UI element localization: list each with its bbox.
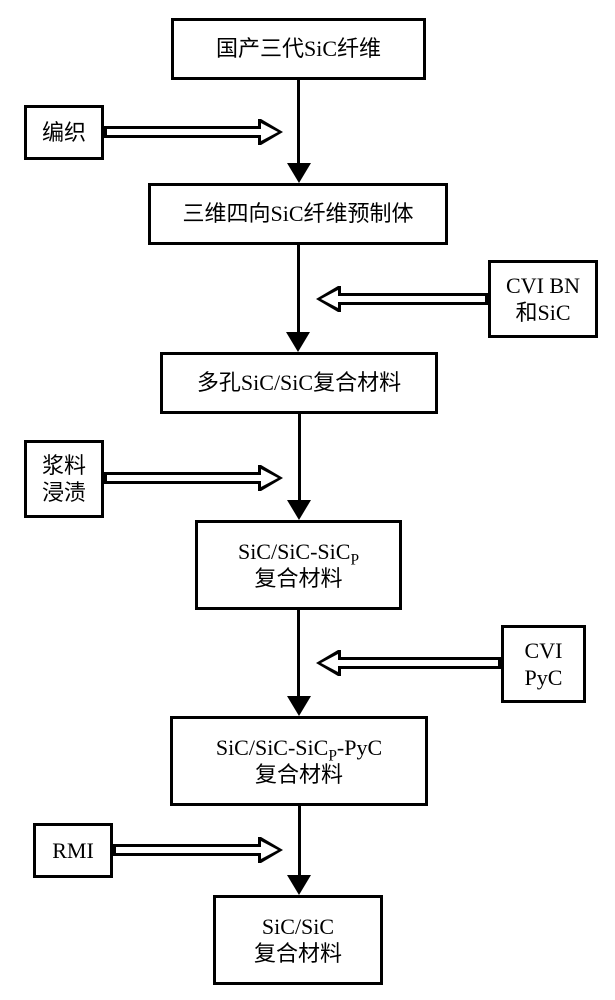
side-node-text: CVI xyxy=(525,637,563,665)
side-arrow-notch xyxy=(338,666,341,676)
side-arrow-notch xyxy=(258,837,261,847)
side-node-s2: CVI BN和SiC xyxy=(488,260,598,338)
arrow-down xyxy=(297,80,300,165)
arrow-down-head xyxy=(287,875,311,895)
arrow-down-head xyxy=(286,332,310,352)
side-arrow-notch xyxy=(258,481,261,491)
arrow-down-head xyxy=(287,500,311,520)
node-text: SiC/SiC-SiCP-PyC xyxy=(216,734,382,762)
side-arrow-notch xyxy=(338,650,341,660)
node-text: 复合材料 xyxy=(254,940,342,968)
arrow-down xyxy=(298,806,301,877)
flow-node-n1: 国产三代SiC纤维 xyxy=(171,18,426,80)
arrow-down-head xyxy=(287,163,311,183)
node-text: SiC/SiC xyxy=(262,913,334,941)
side-node-text: CVI BN xyxy=(506,272,580,300)
side-arrow-shaft xyxy=(104,472,261,484)
side-arrow-shaft xyxy=(104,126,261,138)
flow-node-n3: 多孔SiC/SiC复合材料 xyxy=(160,352,438,414)
arrow-down xyxy=(298,414,301,502)
side-arrow-shaft xyxy=(338,293,488,305)
side-arrow-shaft xyxy=(338,657,501,669)
side-arrow-shaft xyxy=(113,844,261,856)
side-node-s3: 浆料浸渍 xyxy=(24,440,104,518)
side-node-text: 浸渍 xyxy=(42,479,86,507)
flow-node-n6: SiC/SiC复合材料 xyxy=(213,895,383,985)
node-text: 复合材料 xyxy=(254,565,342,593)
side-arrow-notch xyxy=(258,465,261,475)
side-node-text: 和SiC xyxy=(515,299,570,327)
side-arrow-notch xyxy=(258,853,261,863)
side-node-s5: RMI xyxy=(33,823,113,878)
side-node-text: PyC xyxy=(525,664,563,692)
side-arrow-gap xyxy=(335,296,341,302)
side-node-s1: 编织 xyxy=(24,105,104,160)
side-arrow-gap xyxy=(258,129,264,135)
side-node-text: RMI xyxy=(52,837,94,865)
flowchart-canvas: 国产三代SiC纤维三维四向SiC纤维预制体多孔SiC/SiC复合材料 SiC/Si… xyxy=(0,0,615,1000)
node-text: 多孔SiC/SiC复合材料 xyxy=(197,369,401,397)
side-arrow-notch xyxy=(258,119,261,129)
node-text: 复合材料 xyxy=(255,761,343,789)
side-arrow-notch xyxy=(258,135,261,145)
node-text: SiC/SiC-SiCP xyxy=(238,538,359,566)
side-arrow-gap xyxy=(258,847,264,853)
flow-node-n4: SiC/SiC-SiCP复合材料 xyxy=(195,520,402,610)
arrow-down-head xyxy=(287,696,311,716)
side-arrow-gap xyxy=(335,660,341,666)
node-text: 国产三代SiC纤维 xyxy=(216,35,381,63)
node-text: 三维四向SiC纤维预制体 xyxy=(182,200,413,228)
side-node-s4: CVIPyC xyxy=(501,625,586,703)
arrow-down xyxy=(297,610,300,698)
arrow-down xyxy=(297,245,300,334)
side-arrow-gap xyxy=(258,475,264,481)
side-node-text: 编织 xyxy=(42,119,86,147)
flow-node-n5: SiC/SiC-SiCP-PyC复合材料 xyxy=(170,716,428,806)
flow-node-n2: 三维四向SiC纤维预制体 xyxy=(148,183,448,245)
side-node-text: 浆料 xyxy=(42,452,86,480)
side-arrow-notch xyxy=(338,302,341,312)
side-arrow-notch xyxy=(338,286,341,296)
